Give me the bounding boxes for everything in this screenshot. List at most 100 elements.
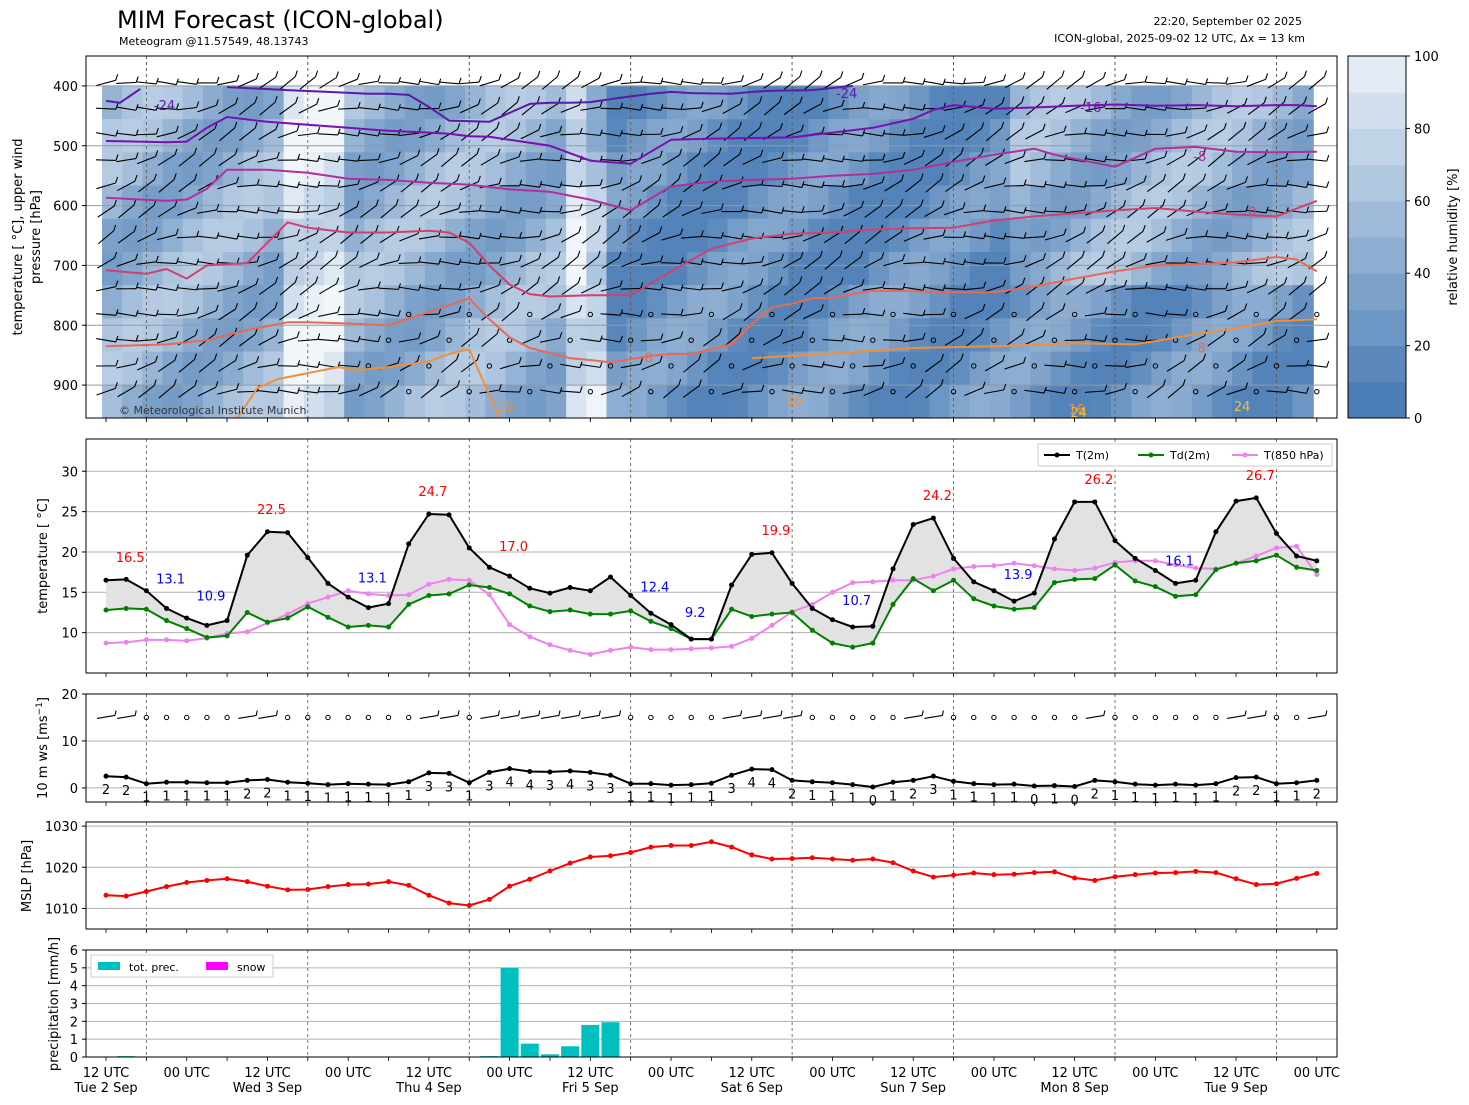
wind-barb-flag [597, 225, 601, 232]
humidity-cell [1211, 251, 1234, 286]
wind-barb-flag [900, 198, 904, 206]
wind-barb-flag [819, 250, 823, 258]
wind-barb-flag [639, 357, 644, 365]
humidity-cell [1090, 351, 1112, 386]
wind-barb [317, 133, 338, 136]
humidity-cell [142, 218, 164, 253]
wind-barb [823, 283, 842, 295]
wind-barb-flag [882, 309, 886, 316]
wind-barb [1306, 210, 1327, 213]
wind-barb [945, 359, 962, 373]
wind-barb [1125, 106, 1146, 111]
humidity-cell [929, 85, 951, 120]
wind-barb-flag [1124, 177, 1128, 184]
upper-air-ylabel: temperature [ °C], upper wind [11, 139, 26, 336]
wind-barb-flag [658, 199, 662, 206]
wind-barb-flag [456, 174, 460, 181]
wind-barb-flag [153, 379, 157, 386]
wind-barb [1266, 390, 1287, 394]
dewpoint-series-point [1031, 605, 1037, 611]
wind-barb-flag [397, 151, 401, 158]
wind-barb [117, 180, 136, 192]
calm-wind-marker [688, 714, 694, 721]
wind-barb [1044, 131, 1065, 138]
wind-barb-flag [1162, 199, 1166, 206]
humidity-cell [606, 85, 628, 120]
temperature-series-point [729, 582, 735, 588]
wind-barb [219, 333, 236, 348]
humidity-cell [727, 152, 749, 186]
wind-barb [338, 132, 359, 137]
wind-barb [1286, 158, 1307, 162]
humidity-cell [848, 251, 870, 286]
wind-barb-flag [820, 304, 824, 311]
wind-barb [418, 80, 439, 86]
humidity-cell [424, 119, 447, 153]
wind-barb [1165, 107, 1186, 111]
mslp-point [729, 844, 735, 850]
t850-series-point [1152, 558, 1158, 564]
calm-wind-marker [1011, 714, 1017, 721]
humidity-cell [1171, 251, 1193, 286]
calm-wind-marker [1314, 388, 1320, 395]
wind-speed-point [466, 780, 472, 786]
wind-speed-value-label: 1 [970, 791, 978, 806]
wind-barb-flag [215, 99, 219, 106]
humidity-cell [1111, 251, 1133, 286]
wind-barb-flag [700, 306, 704, 314]
dewpoint-series-point [870, 640, 876, 646]
wind-barb [983, 210, 1004, 213]
wind-barb-flag [1283, 96, 1287, 103]
humidity-cell [102, 152, 124, 186]
wind-barb [681, 312, 702, 317]
wind-barb-flag [538, 252, 542, 260]
humidity-cell [1252, 152, 1274, 186]
humidity-cell [344, 251, 366, 286]
wind-barb-flag [902, 254, 906, 261]
humidity-cell [485, 85, 507, 120]
wind-barb [279, 76, 296, 90]
wind-barb-flag [115, 176, 119, 184]
wind-barb [862, 312, 883, 317]
wind-barb [398, 337, 419, 343]
humidity-cell [162, 85, 184, 120]
wind-barb [905, 179, 922, 193]
wind-barb-flag [1103, 277, 1107, 285]
wind-barb-flag [1204, 201, 1208, 208]
wind-barb-flag [215, 304, 219, 311]
wind-barb [218, 360, 236, 372]
isotherm-label: 0 [1248, 206, 1256, 221]
dewpoint-series-point [1314, 568, 1320, 574]
wind-barb [1246, 284, 1266, 294]
humidity-cell [364, 152, 386, 186]
wind-barb [923, 261, 944, 265]
dewpoint-series-point [587, 611, 593, 617]
wind-barb-flag [498, 256, 502, 264]
humidity-cell [1171, 318, 1193, 352]
wind-barb-flag [902, 334, 906, 341]
wind-speed-value-label: 1 [1010, 791, 1018, 806]
wind-barb [965, 153, 982, 167]
wind-barb [883, 362, 903, 370]
wind-barb [1186, 129, 1206, 139]
wind-barb-flag [659, 226, 663, 233]
wind-barb-flag [396, 174, 400, 181]
calm-wind-marker [1193, 388, 1199, 395]
calm-wind-marker [627, 714, 634, 721]
wind-barb-flag [617, 224, 621, 232]
calm-wind-marker [466, 714, 472, 721]
wind-barb [1288, 281, 1305, 296]
wind-barb [1226, 286, 1246, 292]
wind-barb-flag [173, 173, 177, 180]
dewpoint-series-point [365, 622, 371, 628]
surface-wind-barb [561, 714, 580, 720]
humidity-cell [646, 152, 669, 186]
wind-barb-flag [415, 173, 420, 180]
wind-barb [338, 78, 358, 88]
t850-series-point [184, 638, 190, 644]
wind-barb [439, 106, 459, 112]
humidity-cell [505, 119, 527, 153]
surface-wind-barb [722, 714, 741, 720]
calm-wind-marker [1152, 714, 1159, 721]
humidity-cell [566, 185, 588, 220]
